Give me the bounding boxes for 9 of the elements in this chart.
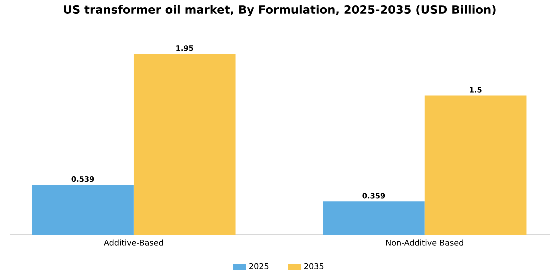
legend-label: 2025: [250, 263, 269, 270]
bar: [134, 54, 236, 236]
bar: [323, 202, 425, 236]
legend-label: 2035: [304, 263, 324, 270]
chart-title: US transformer oil market, By Formulation, 2025-2035 (USD Billion): [64, 5, 496, 16]
bar: [32, 184, 134, 236]
x-tick-label: Non-Additive Based: [386, 240, 464, 246]
bar: [424, 96, 527, 236]
x-tick-label: Additive-Based: [104, 240, 164, 246]
